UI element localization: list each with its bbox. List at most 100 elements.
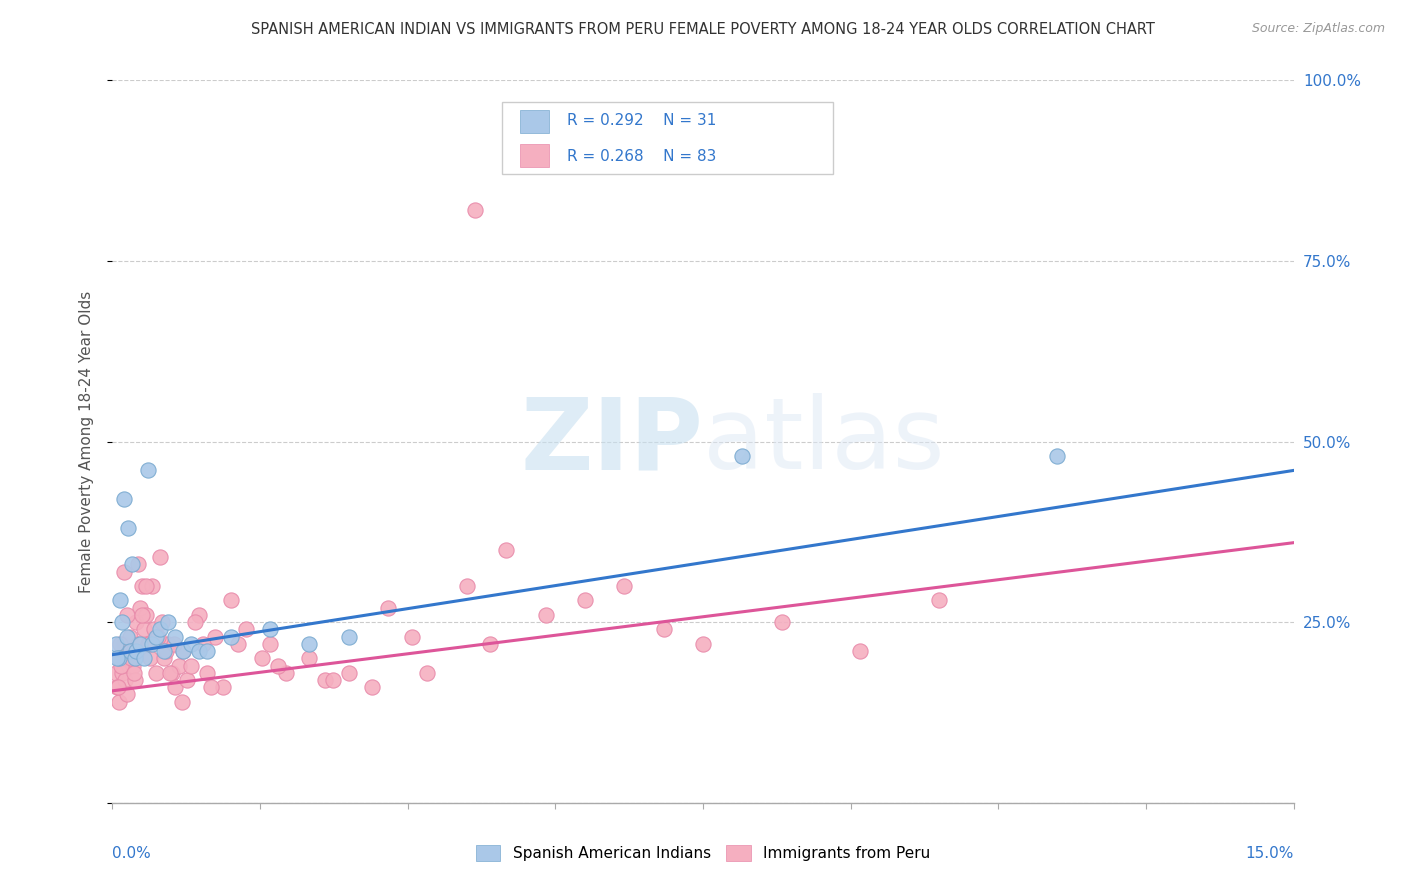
Point bbox=[117, 521, 139, 535]
Point bbox=[156, 615, 179, 630]
Point bbox=[124, 651, 146, 665]
Point bbox=[464, 203, 486, 218]
Point bbox=[169, 658, 191, 673]
Point bbox=[145, 630, 167, 644]
Point bbox=[495, 542, 517, 557]
Point bbox=[105, 680, 128, 694]
Point bbox=[172, 644, 194, 658]
Point bbox=[107, 651, 129, 665]
Point bbox=[112, 637, 135, 651]
Point bbox=[141, 579, 163, 593]
Point bbox=[416, 665, 439, 680]
Point bbox=[534, 607, 557, 622]
Point bbox=[115, 630, 138, 644]
Point bbox=[401, 630, 423, 644]
Point bbox=[337, 665, 360, 680]
FancyBboxPatch shape bbox=[502, 102, 832, 174]
Text: ZIP: ZIP bbox=[520, 393, 703, 490]
Point bbox=[124, 673, 146, 687]
Point bbox=[149, 623, 172, 637]
Text: 0.0%: 0.0% bbox=[112, 847, 152, 861]
Point bbox=[110, 593, 132, 607]
Text: 15.0%: 15.0% bbox=[1246, 847, 1294, 861]
Point bbox=[117, 651, 139, 665]
Text: atlas: atlas bbox=[703, 393, 945, 490]
Point bbox=[107, 680, 129, 694]
Point bbox=[195, 644, 218, 658]
Point bbox=[298, 637, 321, 651]
Point bbox=[200, 680, 222, 694]
Point bbox=[159, 665, 181, 680]
Point bbox=[274, 665, 297, 680]
Text: R = 0.292    N = 31: R = 0.292 N = 31 bbox=[567, 112, 717, 128]
Point bbox=[170, 695, 193, 709]
Point bbox=[160, 665, 183, 680]
Point bbox=[1046, 449, 1069, 463]
Point bbox=[107, 695, 129, 709]
Point bbox=[165, 680, 187, 694]
Point bbox=[120, 644, 142, 658]
Point bbox=[849, 644, 872, 658]
Point bbox=[219, 630, 242, 644]
Point bbox=[127, 637, 149, 651]
Point bbox=[125, 615, 148, 630]
Text: SPANISH AMERICAN INDIAN VS IMMIGRANTS FROM PERU FEMALE POVERTY AMONG 18-24 YEAR : SPANISH AMERICAN INDIAN VS IMMIGRANTS FR… bbox=[252, 22, 1154, 37]
Point bbox=[132, 623, 155, 637]
Point bbox=[122, 658, 145, 673]
Point bbox=[172, 644, 194, 658]
Point bbox=[156, 637, 179, 651]
Point bbox=[149, 550, 172, 565]
Point bbox=[928, 593, 950, 607]
Point bbox=[135, 607, 157, 622]
Point bbox=[136, 463, 159, 477]
Point bbox=[127, 558, 149, 572]
Point bbox=[692, 637, 714, 651]
Point bbox=[322, 673, 344, 687]
Point bbox=[188, 644, 211, 658]
Point bbox=[165, 630, 187, 644]
Point bbox=[337, 630, 360, 644]
Point bbox=[105, 651, 128, 665]
Point bbox=[146, 630, 169, 644]
Point bbox=[211, 680, 233, 694]
Point bbox=[361, 680, 384, 694]
Point bbox=[259, 637, 281, 651]
Point bbox=[456, 579, 478, 593]
Point bbox=[731, 449, 754, 463]
Point bbox=[228, 637, 250, 651]
Point bbox=[112, 492, 135, 507]
Point bbox=[176, 673, 198, 687]
Point bbox=[191, 637, 214, 651]
Point bbox=[139, 651, 162, 665]
Point bbox=[195, 665, 218, 680]
Point bbox=[129, 637, 152, 651]
Legend: Spanish American Indians, Immigrants from Peru: Spanish American Indians, Immigrants fro… bbox=[470, 839, 936, 867]
Point bbox=[112, 565, 135, 579]
Point bbox=[143, 623, 166, 637]
Point bbox=[613, 579, 636, 593]
Point bbox=[125, 644, 148, 658]
Point bbox=[145, 665, 167, 680]
Point bbox=[235, 623, 257, 637]
Point bbox=[131, 607, 153, 622]
Point bbox=[114, 673, 136, 687]
Point bbox=[298, 651, 321, 665]
Point bbox=[104, 665, 127, 680]
Text: Source: ZipAtlas.com: Source: ZipAtlas.com bbox=[1251, 22, 1385, 36]
Point bbox=[314, 673, 336, 687]
Point bbox=[267, 658, 290, 673]
Point bbox=[770, 615, 793, 630]
Point bbox=[155, 644, 177, 658]
Point bbox=[111, 615, 134, 630]
Point bbox=[377, 600, 399, 615]
FancyBboxPatch shape bbox=[520, 144, 550, 167]
FancyBboxPatch shape bbox=[520, 110, 550, 133]
Point bbox=[136, 637, 159, 651]
Point bbox=[135, 579, 157, 593]
Point bbox=[131, 579, 153, 593]
Point bbox=[150, 615, 173, 630]
Point bbox=[122, 665, 145, 680]
Point bbox=[204, 630, 226, 644]
Point bbox=[111, 665, 134, 680]
Point bbox=[259, 623, 281, 637]
